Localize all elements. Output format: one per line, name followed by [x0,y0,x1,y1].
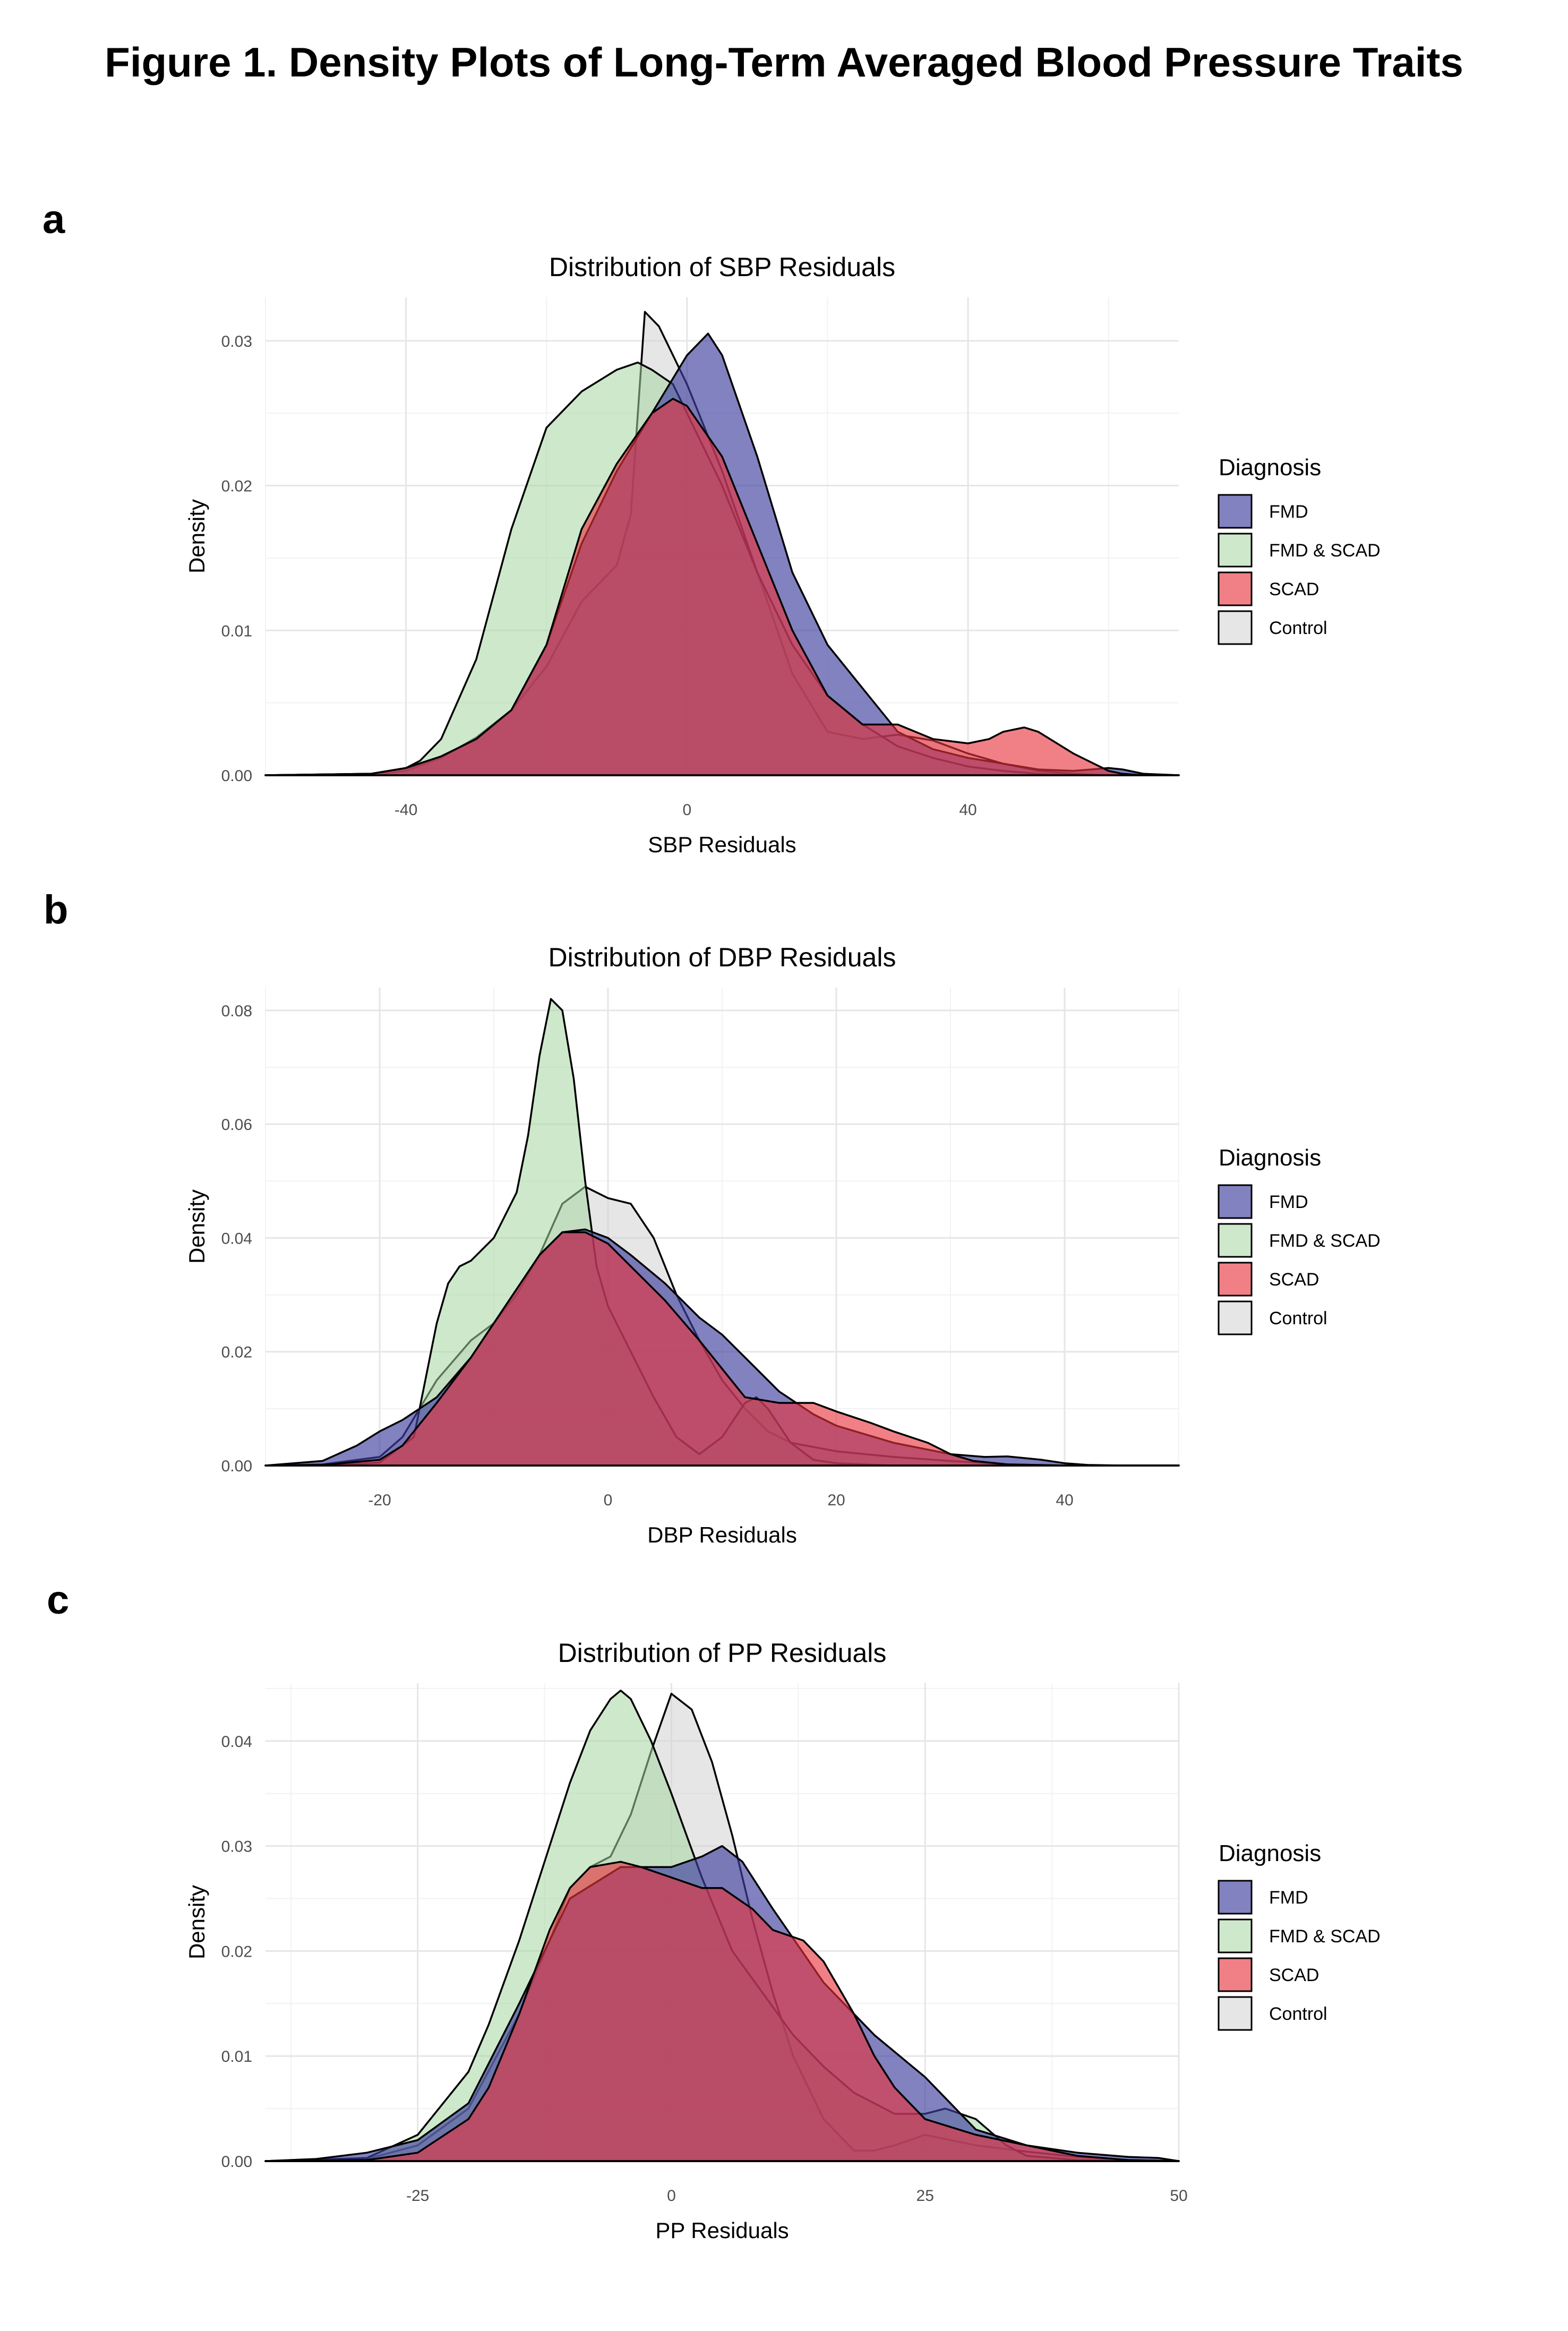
legend-key-scad [1218,1262,1253,1297]
legend-key-fmd [1218,1880,1253,1915]
legend-key-scad [1218,1957,1253,1992]
legend-label-control: Control [1269,618,1327,638]
x-axis-label: SBP Residuals [648,832,796,857]
panel-label-b: b [44,887,68,932]
y-axis-label: Density [184,1885,209,1959]
legend-key-fmd [1218,1184,1253,1219]
y-tick-label: 0.00 [221,767,252,785]
x-tick-label: -25 [406,2187,429,2205]
plot-title: Distribution of DBP Residuals [549,942,896,972]
x-tick-label: 0 [667,2187,676,2205]
plot-title: Distribution of SBP Residuals [549,252,895,282]
y-tick-label: 0.08 [221,1002,252,1020]
density-panel-b: -20 0 20 40 0.00 0.02 0.04 0.06 0.08 Distribution… [184,942,1381,1547]
y-tick-label: 0.00 [221,1458,252,1475]
legend-label-fmd-and-scad: FMD & SCAD [1269,541,1381,561]
panel-label-a: a [42,197,65,242]
legend-label-fmd: FMD [1269,1888,1308,1908]
legend-key-control [1218,1996,1253,2031]
x-tick-label: 0 [604,1492,613,1509]
y-tick-label: 0.06 [221,1116,252,1134]
legend-title: Diagnosis [1219,1840,1321,1866]
x-tick-label: 0 [683,801,692,819]
y-tick-label: 0.04 [221,1230,252,1247]
legend-label-fmd-and-scad: FMD & SCAD [1269,1926,1381,1947]
legend-key-fmd-and-scad [1218,1918,1253,1953]
density-area-scad [264,1861,1180,2162]
legend-label-fmd: FMD [1269,1192,1308,1212]
y-tick-label: 0.01 [221,2048,252,2066]
legend-key-fmd-and-scad [1218,1223,1253,1258]
x-tick-label: 20 [827,1492,845,1509]
x-tick-label: -40 [395,801,417,819]
legend: Diagnosis FMD FMD & SCAD SCAD Control [1218,1145,1381,1335]
y-tick-label: 0.04 [221,1733,252,1751]
plot-title: Distribution of PP Residuals [558,1638,887,1668]
figure-title: Figure 1. Density Plots of Long-Term Ave… [105,39,1463,85]
x-tick-label: 25 [916,2187,934,2205]
legend: Diagnosis FMD FMD & SCAD SCAD Control [1218,1840,1381,2031]
legend-key-control [1218,1300,1253,1335]
y-tick-label: 0.01 [221,622,252,640]
x-tick-label: 40 [959,801,976,819]
x-tick-label: 40 [1056,1492,1073,1509]
y-axis-label: Density [184,499,209,573]
legend-label-fmd: FMD [1269,502,1308,522]
y-tick-label: 0.00 [221,2153,252,2171]
x-axis-label: PP Residuals [655,2218,789,2243]
legend: Diagnosis FMD FMD & SCAD SCAD Control [1218,455,1381,645]
density-area-scad [264,398,1180,776]
legend-label-scad: SCAD [1269,1965,1319,1985]
legend-key-fmd-and-scad [1218,533,1253,568]
legend-label-control: Control [1269,1308,1327,1329]
y-tick-label: 0.02 [221,1344,252,1361]
y-tick-label: 0.03 [221,1838,252,1856]
legend-title: Diagnosis [1219,455,1321,481]
density-panel-c: -25 0 25 50 0.00 0.01 0.02 0.03 0.04 Distribution… [184,1638,1381,2243]
y-tick-label: 0.02 [221,478,252,495]
panel-label-c: c [47,1578,70,1623]
legend-label-control: Control [1269,2004,1327,2024]
y-tick-label: 0.02 [221,1943,252,1960]
legend-label-fmd-and-scad: FMD & SCAD [1269,1231,1381,1251]
legend-label-scad: SCAD [1269,1270,1319,1290]
legend-key-control [1218,610,1253,645]
y-axis-label: Density [184,1189,209,1264]
legend-label-scad: SCAD [1269,579,1319,599]
x-tick-label: -20 [368,1492,391,1509]
legend-key-scad [1218,571,1253,606]
y-tick-label: 0.03 [221,333,252,350]
density-panel-a: -40 0 40 0.00 0.01 0.02 0.03 Distribution of SB… [184,252,1381,857]
legend-key-fmd [1218,494,1253,529]
x-tick-label: 50 [1170,2187,1187,2205]
density-area-scad [264,1231,1180,1467]
legend-title: Diagnosis [1219,1145,1321,1171]
x-axis-label: DBP Residuals [647,1522,797,1547]
